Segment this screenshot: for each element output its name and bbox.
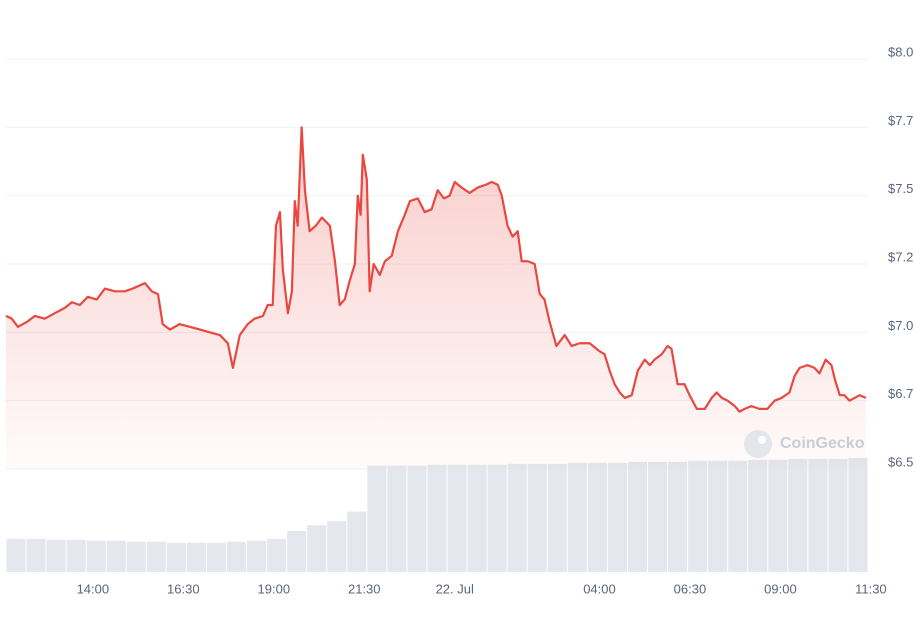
- volume-bar: [347, 511, 367, 572]
- y-tick-label: $7.7: [888, 113, 913, 128]
- volume-bar: [828, 458, 848, 572]
- volume-bar: [126, 541, 146, 572]
- volume-bar: [668, 461, 688, 572]
- volume-bar: [708, 460, 728, 572]
- x-tick-label: 04:00: [583, 581, 616, 596]
- volume-bar: [186, 542, 206, 572]
- volume-bar: [467, 464, 487, 572]
- volume-bar: [748, 459, 768, 572]
- volume-bar: [567, 462, 587, 572]
- volume-bar: [768, 459, 788, 572]
- y-tick-label: $6.7: [888, 386, 913, 401]
- plot: [5, 126, 867, 469]
- volume-bar: [227, 541, 247, 572]
- watermark-logo: [744, 430, 772, 458]
- volume-bar: [6, 538, 26, 572]
- volume-bar: [267, 538, 287, 572]
- volume-bar: [527, 463, 547, 572]
- volume-bar: [788, 458, 808, 572]
- volume-bar: [166, 542, 186, 572]
- volume-bar: [146, 541, 166, 572]
- volume-bar: [307, 525, 327, 572]
- price-area: [6, 127, 866, 469]
- volume-bar: [547, 463, 567, 572]
- x-tick-label: 06:30: [674, 581, 707, 596]
- x-tick-label: 14:00: [77, 581, 110, 596]
- volume-bar: [427, 464, 447, 572]
- watermark: CoinGecko: [744, 430, 865, 458]
- x-tick-label: 19:00: [258, 581, 291, 596]
- volume-bar: [647, 461, 668, 572]
- volume-bar: [407, 465, 427, 572]
- axes: $8.0 $7.7 $7.5 $7.2 $7.0 $6.7 $6.5 14:00 16:30 19…: [77, 44, 914, 596]
- volume-bar: [447, 464, 467, 572]
- volume-bar: [247, 540, 267, 572]
- volume-bar: [26, 538, 46, 572]
- watermark-text: CoinGecko: [780, 435, 865, 452]
- volume-bar: [607, 462, 627, 572]
- volume-bar: [487, 464, 507, 572]
- x-tick-label: 16:30: [167, 581, 200, 596]
- y-tick-label: $7.0: [888, 318, 913, 333]
- volume-bar: [627, 461, 647, 572]
- volume-bar: [86, 540, 106, 572]
- volume-bar: [507, 463, 527, 572]
- watermark-logo-eye: [758, 436, 766, 444]
- volume-bar: [327, 521, 347, 572]
- volume-bar: [728, 460, 748, 572]
- volume-bar: [287, 531, 307, 572]
- volume-bar: [66, 539, 86, 572]
- volume-bar: [106, 540, 126, 572]
- y-tick-label: $7.2: [888, 249, 913, 264]
- volume-bar: [367, 465, 387, 572]
- price-line: [5, 126, 867, 413]
- x-tick-label: 22. Jul: [436, 581, 474, 596]
- y-tick-label: $8.0: [888, 44, 913, 59]
- x-tick-label: 21:30: [348, 581, 381, 596]
- y-tick-label: $6.5: [888, 454, 913, 469]
- volume-bar: [46, 539, 66, 572]
- volume-bar: [206, 542, 227, 572]
- volume-bar: [808, 458, 828, 572]
- y-tick-label: $7.5: [888, 181, 913, 196]
- volume-bar: [848, 457, 868, 572]
- x-tick-label: 09:00: [764, 581, 797, 596]
- volume-bar: [387, 465, 407, 572]
- volume-bar: [688, 460, 708, 572]
- volume-bar: [587, 462, 607, 572]
- volume-bars: [6, 457, 868, 572]
- x-tick-label: 11:30: [855, 581, 887, 596]
